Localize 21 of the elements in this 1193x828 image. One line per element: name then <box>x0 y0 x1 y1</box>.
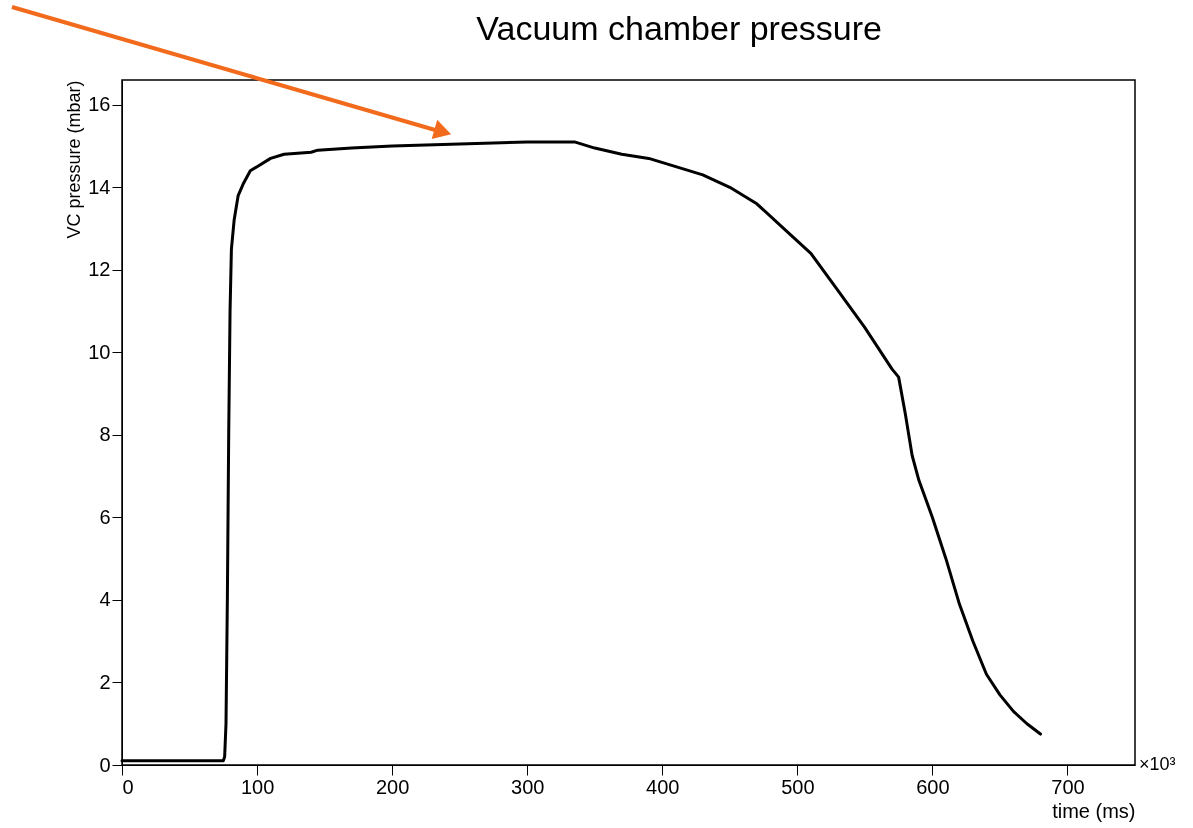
y-tick-label: 2 <box>99 670 111 693</box>
y-tick-label: 0 <box>99 753 111 776</box>
y-tick-label: 16 <box>88 93 111 116</box>
y-tick-label: 10 <box>88 340 111 363</box>
y-tick-label: 4 <box>99 588 111 611</box>
x-axis-title: time (ms) <box>1052 799 1136 822</box>
x-tick-label: 200 <box>375 775 410 798</box>
chart-title: Vacuum chamber pressure <box>476 9 882 47</box>
y-tick-label: 6 <box>99 505 111 528</box>
text: ×10³ <box>1139 754 1176 774</box>
y-tick-label: 14 <box>88 175 111 198</box>
y-tick-label: 12 <box>88 258 111 281</box>
x-tick-label: 0 <box>122 775 134 798</box>
y-tick-label: 8 <box>99 423 111 446</box>
x-tick-label: 700 <box>1051 775 1085 798</box>
x-tick-label: 100 <box>240 775 275 798</box>
x-tick-label: 500 <box>781 775 815 798</box>
x-tick-label: 400 <box>646 775 680 798</box>
y-axis-title: VC pressure (mbar) <box>64 80 85 239</box>
x-tick-label: 600 <box>916 775 950 798</box>
x-tick-label: 300 <box>511 775 545 798</box>
